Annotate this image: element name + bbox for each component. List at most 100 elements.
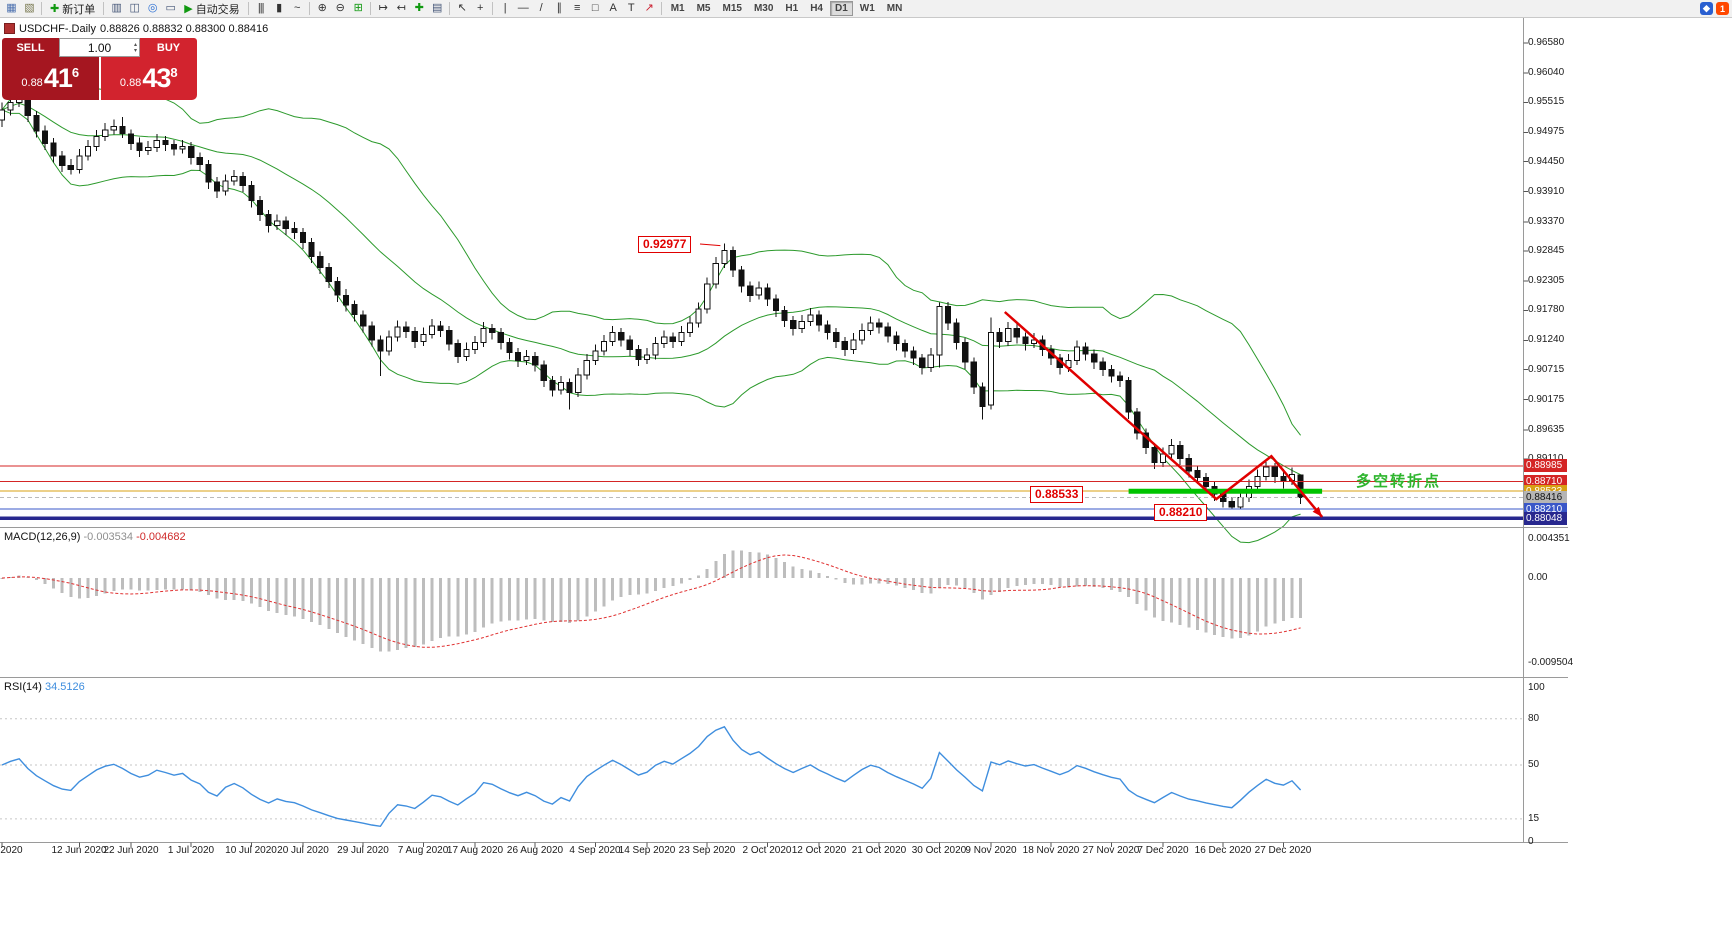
ask-price-head: 0.88 (119, 77, 142, 89)
time-axis-label: 27 Dec 2020 (1254, 845, 1312, 856)
text-label-icon[interactable]: T (627, 2, 635, 14)
price-annotation-low[interactable]: 0.88210 (1154, 504, 1208, 521)
auto-scroll-icon[interactable]: ↦ (378, 2, 388, 14)
one-click-trading-panel: SELL 1.00 ▴ ▾ BUY 0.88 41 6 0.88 (2, 38, 197, 100)
zoom-out-icon[interactable]: ⊖ (335, 2, 345, 14)
toolbar-right-icons: ◆ 1 (1700, 2, 1729, 15)
timeframe-m15[interactable]: M15 (722, 3, 742, 14)
crosshair-icon[interactable]: + (476, 2, 483, 14)
macd-name: MACD(12,26,9) (4, 531, 81, 543)
trendline-icon[interactable]: / (539, 2, 543, 14)
price-axis-label: 0.90175 (1528, 394, 1565, 405)
time-axis-label: 17 Aug 2020 (446, 845, 504, 856)
timeframe-h4[interactable]: H4 (810, 3, 823, 14)
price-axis-label: 0.95515 (1528, 96, 1565, 107)
timeframe-d1[interactable]: D1 (830, 1, 853, 16)
price-axis-label: 0.91780 (1528, 304, 1565, 315)
data-window-icon[interactable]: ◫ (129, 2, 140, 14)
timeframe-h1[interactable]: H1 (785, 3, 799, 14)
horizontal-line-icon[interactable]: — (517, 2, 529, 14)
time-axis-label: 10 Jul 2020 (225, 845, 277, 856)
turning-point-text[interactable]: 多空转折点 (1356, 473, 1442, 490)
time-axis-label: 14 Sep 2020 (618, 845, 676, 856)
line-chart-icon[interactable]: ~ (293, 2, 300, 14)
time-axis-label: 26 Aug 2020 (506, 845, 564, 856)
timeframe-m1[interactable]: M1 (670, 3, 685, 14)
volume-up-icon[interactable]: ▴ (133, 41, 137, 48)
price-axis-label: 0.94450 (1528, 156, 1565, 167)
rsi-scale-label: 15 (1528, 813, 1540, 824)
horizontal-price-lines[interactable] (0, 465, 1523, 520)
chart-plot-area[interactable] (0, 18, 1568, 945)
bid-price-pip: 6 (71, 64, 80, 80)
bar-chart-icon[interactable]: ||| (257, 2, 265, 14)
price-axis-label: 0.91240 (1528, 334, 1565, 345)
chart-title-ohlc: 0.88826 0.88832 0.88300 0.88416 (100, 22, 269, 35)
zoom-in-icon[interactable]: ⊕ (317, 2, 327, 14)
time-axis-label: 16 Dec 2020 (1194, 845, 1252, 856)
ask-price-big: 43 (142, 63, 171, 93)
chart-window: 0.96580 0.96040 0.95515 0.94975 0.94450 0.939… (0, 18, 1732, 945)
new-chart-icon[interactable]: ▦ (6, 2, 16, 14)
community-icon[interactable]: ◆ (1700, 2, 1713, 15)
shapes-icon[interactable]: □ (591, 2, 599, 14)
price-axis-label: 0.93370 (1528, 216, 1565, 227)
volume-value: 1.00 (87, 40, 112, 55)
timeframe-m30[interactable]: M30 (753, 3, 774, 14)
price-axis-label: 0.89110 (1528, 453, 1564, 464)
vertical-line-icon[interactable]: | (503, 2, 507, 14)
indicators-icon[interactable]: ✚ (414, 2, 424, 14)
time-axis-label: 4 Sep 2020 (569, 845, 621, 856)
time-axis-label: 23 Sep 2020 (678, 845, 736, 856)
rsi-scale-label: 100 (1528, 682, 1545, 693)
time-axis-label: 29 Jul 2020 (337, 845, 389, 856)
new-order-button[interactable]: ✚ 新订单 (45, 1, 100, 16)
text-icon[interactable]: A (609, 2, 617, 14)
auto-trading-button[interactable]: ▶ 自动交易 (179, 1, 244, 16)
price-annotation-support[interactable]: 0.88533 (1030, 486, 1084, 503)
timeframe-mn[interactable]: MN (886, 3, 903, 14)
arrows-icon[interactable]: ↗ (644, 2, 654, 14)
tile-windows-icon[interactable]: ⊞ (353, 2, 363, 14)
equidistant-channel-icon[interactable]: ∥ (556, 2, 562, 14)
navigator-icon[interactable]: ◎ (147, 2, 158, 14)
time-axis-label: 1 Jul 2020 (167, 845, 215, 856)
peak-callout-line (699, 243, 721, 247)
sell-button[interactable]: SELL (2, 38, 59, 57)
fibonacci-icon[interactable]: ≡ (573, 2, 580, 14)
axis-ticks (1, 42, 1528, 847)
buy-button[interactable]: BUY (140, 38, 197, 57)
candlestick-chart-icon[interactable]: ▮ (276, 2, 282, 14)
price-annotation-peak[interactable]: 0.92977 (638, 236, 692, 253)
timeframe-m5[interactable]: M5 (696, 3, 711, 14)
macd-histogram (0, 550, 1303, 652)
chart-shift-icon[interactable]: ↤ (396, 2, 406, 14)
profiles-icon[interactable]: ▧ (24, 2, 34, 14)
new-order-button-label: 新订单 (62, 3, 96, 16)
market-watch-icon[interactable]: ▥ (111, 2, 122, 14)
macd-scale-label: -0.009504 (1528, 657, 1574, 668)
timeframe-w1[interactable]: W1 (859, 3, 875, 14)
volume-spinner[interactable]: ▴ ▾ (134, 39, 137, 56)
time-axis-label: Jun 2020 (0, 845, 23, 856)
auto-trading-button-label: 自动交易 (195, 3, 240, 16)
time-axis-label: 7 Aug 2020 (397, 845, 449, 856)
bid-price-head: 0.88 (21, 77, 43, 89)
price-axis-label: 0.94975 (1528, 126, 1565, 137)
volume-input[interactable]: 1.00 ▴ ▾ (59, 38, 140, 57)
toolbar-separator (491, 2, 493, 15)
rsi-name: RSI(14) (4, 681, 42, 693)
macd-scale-label: 0.00 (1528, 572, 1548, 583)
terminal-icon[interactable]: ▭ (165, 2, 176, 14)
volume-down-icon[interactable]: ▾ (133, 47, 137, 54)
templates-icon[interactable]: ▤ (431, 2, 442, 14)
chart-icon (4, 23, 15, 34)
sell-price-button[interactable]: 0.88 41 6 (2, 57, 99, 100)
cursor-icon[interactable]: ↖ (457, 2, 467, 14)
price-axis-label: 0.90715 (1528, 364, 1565, 375)
chart-overlay: 0.96580 0.96040 0.95515 0.94975 0.94450 0.939… (0, 18, 1732, 945)
notification-badge[interactable]: 1 (1716, 2, 1729, 15)
buy-price-button[interactable]: 0.88 43 8 (100, 57, 197, 100)
toolbar-separator (660, 2, 662, 15)
